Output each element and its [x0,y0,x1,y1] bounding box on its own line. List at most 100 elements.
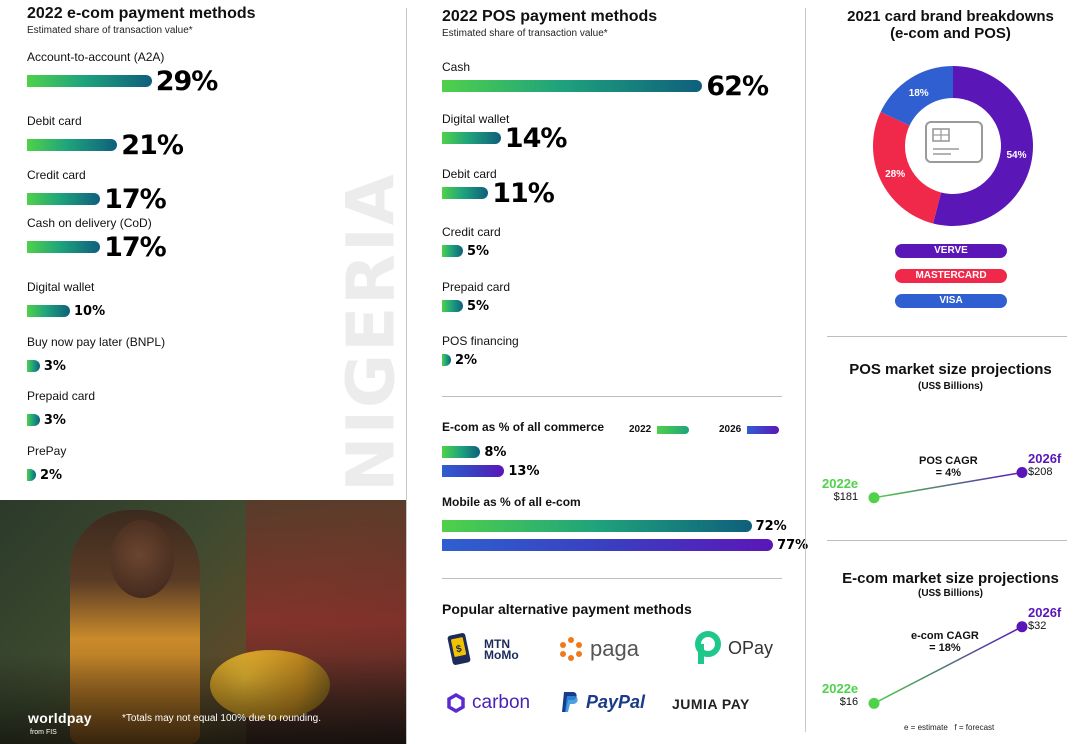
projection-line [873,626,1023,705]
divider-left [406,8,407,744]
donut-slice-mastercard [873,111,942,224]
bar-value-label: 3% [43,358,66,374]
bar-row: 29% [27,66,218,97]
bar [442,539,774,551]
worldpay-logo: worldpay [28,710,92,726]
country-watermark: NIGERIA [336,172,406,492]
mobile-ecom-title: Mobile as % of all e-com [442,495,581,509]
bar [442,300,463,312]
bar [442,245,463,257]
ecom-proj-title: E-com market size projections [842,570,1059,587]
projection-end-label: 2026f $208 [1028,450,1062,478]
bar [27,469,36,481]
bar-value-label: 77% [777,537,809,553]
worldpay-from-label: from FIS [30,729,57,736]
bar [442,465,505,477]
pos-proj-subtitle: (US$ Billions) [917,381,983,392]
bar-row: 2% [442,346,477,374]
bar-2026: 13% [442,463,540,479]
pos-chart-title: 2022 POS payment methods [442,8,658,25]
bar-value-label: 13% [508,463,540,479]
bar-value-label: 5% [467,243,490,259]
bar-label: PrePay [27,444,67,458]
divider-mid-1 [442,396,782,397]
ecom-proj-subtitle: (US$ Billions) [917,588,983,599]
bar-label: Cash on delivery (CoD) [27,216,152,230]
card-brand-title: 2021 card brand breakdowns (e-com and PO… [847,8,1054,42]
bar [442,354,451,366]
projection-point-start [868,697,880,709]
divider-mid-2 [442,578,782,579]
bar-row: 3% [27,352,66,380]
bar-row: 5% [442,237,489,265]
bar [27,360,40,372]
bar [442,520,752,532]
donut-slice-verve [933,66,1033,226]
donut-slice-label: 28% [885,169,905,180]
apm-title: Popular alternative payment methods [442,601,692,617]
projection-start-label: 2022e $16 [822,681,859,709]
ecom-commerce-title: E-com as % of all commerce [442,420,605,434]
legend-2026: 2026 [719,424,780,435]
bar-value-label: 11% [492,177,555,209]
bar [442,80,703,92]
donut-slice-visa [880,66,953,126]
bar [27,305,70,317]
bar [442,132,501,144]
opay-logo: OPay [694,630,773,666]
bar-value-label: 3% [43,412,66,428]
bar-row: 5% [442,292,489,320]
bar-value-label: 8% [484,444,507,460]
rounding-footnote: *Totals may not equal 100% due to roundi… [122,713,322,724]
projection-point-end [1016,621,1028,633]
bar-2026: 77% [442,537,808,553]
bar-label: Buy now pay later (BNPL) [27,335,166,349]
bar [27,414,40,426]
bar-2022: 8% [442,444,506,460]
projection-line-svg [868,621,1028,709]
bar-label: Debit card [442,167,497,181]
bar-row: 14% [442,122,568,154]
card-and-projection-panel: 2021 card brand breakdowns (e-com and PO… [807,0,1080,744]
donut-slice-label: 18% [909,88,929,99]
bar-row: 21% [27,130,184,161]
mtn-momo-logo: $ MTN MoMo [446,632,532,668]
bar-value-label: 72% [755,518,787,534]
projection-point-start [868,492,880,504]
pos-proj-title: POS market size projections [849,361,1052,378]
ecom-payment-panel: 2022 e-com payment methods Estimated sha… [0,0,406,744]
bar [27,193,101,205]
bar-label: Prepaid card [27,389,96,403]
pos-payment-panel: 2022 POS payment methods Estimated share… [408,0,808,744]
ecom-chart-title: 2022 e-com payment methods [27,5,256,22]
bar-row: 62% [442,71,769,102]
paga-logo: paga [558,636,639,662]
bar-label: Cash [442,60,471,74]
bar [442,446,481,458]
ecom-chart-subtitle: Estimated share of transaction value* [27,25,193,36]
legend-2022: 2022 [629,424,690,435]
projection-line [873,471,1023,499]
projection-end-label: 2026f $32 [1028,604,1062,632]
bar-2022: 72% [442,518,787,534]
bar-label: Credit card [27,168,86,182]
bar-label: Debit card [27,114,82,128]
bar-row: 2% [27,461,62,489]
divider-right-2 [827,540,1067,541]
divider-right [805,8,806,732]
donut-slice-label: 54% [1006,150,1026,161]
bar-label: POS financing [442,334,519,348]
bar-row: 10% [27,297,105,325]
svg-text:$: $ [455,643,463,655]
estimate-forecast-note: e = estimate f = forecast [904,723,995,732]
bar [27,75,152,87]
bar-value-label: 10% [74,303,106,319]
hero-photo: worldpay from FIS *Totals may not equal … [0,500,406,744]
bar-label: Account-to-account (A2A) [27,50,165,64]
cagr-label: e-com CAGR = 18% [911,630,979,654]
card-icon [925,121,983,163]
bar-label: Digital wallet [27,280,95,294]
bar-value-label: 14% [504,122,568,154]
bar-row: 11% [442,177,555,209]
paypal-logo: PayPal [560,690,645,714]
